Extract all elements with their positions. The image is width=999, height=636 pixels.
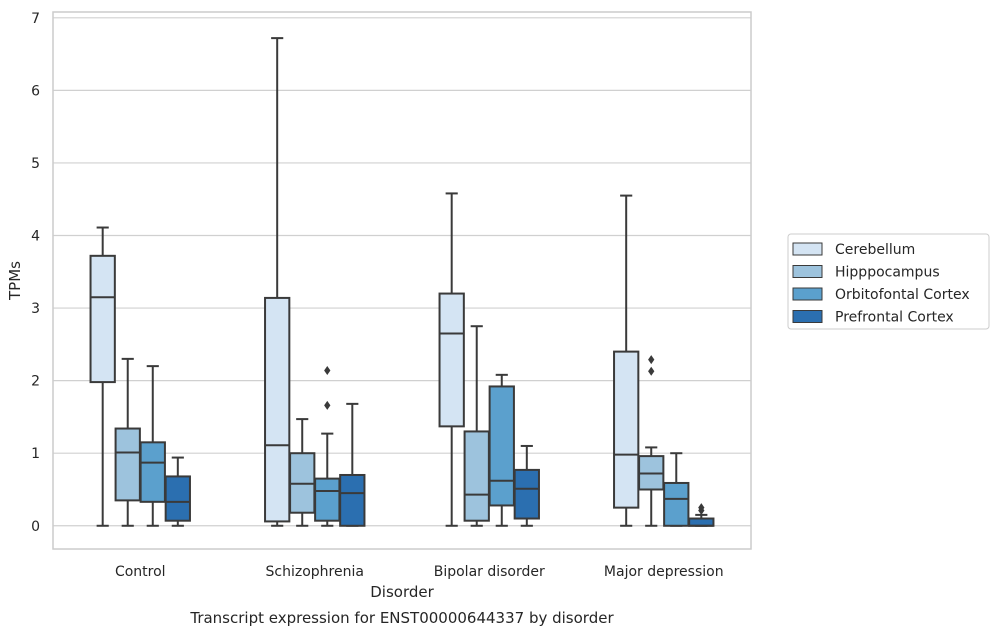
y-tick-label: 4	[31, 229, 40, 245]
outlier-point	[648, 366, 655, 376]
y-tick-label: 5	[31, 156, 40, 172]
outlier-point	[324, 400, 331, 410]
outlier-point	[648, 355, 655, 365]
chart-caption: Transcript expression for ENST0000064433…	[189, 609, 614, 627]
legend-item: Cerebellum	[792, 242, 915, 258]
y-tick-label: 6	[31, 83, 40, 99]
box	[114, 427, 141, 502]
box-hipppocampus	[289, 418, 316, 527]
y-tick-label: 2	[31, 374, 40, 390]
y-tick-label: 0	[31, 519, 40, 535]
x-tick-label: Schizophrenia	[266, 564, 364, 580]
grid-lines	[53, 17, 751, 527]
box	[314, 477, 341, 522]
legend-label: Orbitofontal Cortex	[835, 287, 970, 303]
box-cerebellum	[264, 37, 291, 527]
y-tick-label: 1	[31, 446, 40, 462]
box-prefrontal-cortex	[688, 503, 715, 527]
box	[613, 350, 640, 509]
box	[89, 254, 116, 384]
x-tick-label: Control	[115, 564, 166, 580]
legend-swatch	[792, 242, 823, 256]
outlier-point	[324, 365, 331, 375]
box-orbitofontal-cortex	[314, 365, 341, 527]
box-cerebellum	[89, 226, 116, 527]
legend-label: Hipppocampus	[835, 265, 940, 281]
y-tick-label: 3	[31, 301, 40, 317]
legend-frame	[787, 233, 990, 330]
legend-item: Prefrontal Cortex	[792, 310, 954, 326]
y-tick-label: 7	[31, 11, 40, 27]
x-axis-label: Disorder	[370, 583, 434, 601]
y-axis-label: TPMs	[6, 261, 24, 301]
box-cerebellum	[438, 192, 465, 527]
box-series	[89, 37, 715, 527]
x-tick-label: Major depression	[604, 564, 724, 580]
box-prefrontal-cortex	[339, 402, 366, 527]
box	[488, 385, 515, 507]
legend-swatch	[792, 265, 823, 278]
box-prefrontal-cortex	[164, 456, 191, 527]
box	[663, 481, 690, 527]
legend-label: Cerebellum	[835, 242, 915, 258]
legend: Cerebellum Hipppocampus Orbitofontal Corte…	[787, 233, 990, 330]
legend-swatch	[792, 310, 823, 323]
legend-label: Prefrontal Cortex	[835, 310, 954, 326]
box	[463, 430, 490, 522]
box	[438, 292, 465, 428]
box-cerebellum	[613, 194, 640, 527]
box-prefrontal-cortex	[513, 444, 540, 527]
box-orbitofontal-cortex	[488, 373, 515, 527]
box	[339, 473, 366, 527]
box	[513, 468, 540, 520]
x-tick-label: Bipolar disorder	[434, 564, 545, 580]
plot-frame	[52, 11, 752, 550]
box	[688, 517, 715, 527]
box	[139, 441, 166, 503]
outlier-point	[698, 503, 705, 513]
box-orbitofontal-cortex	[139, 365, 166, 527]
box-hipppocampus	[463, 325, 490, 527]
box-hipppocampus	[114, 357, 141, 527]
box	[264, 296, 291, 523]
legend-item: Orbitofontal Cortex	[792, 287, 970, 303]
y-tick-labels: 0 1 2 3 4 5 6 7	[31, 11, 40, 535]
box	[164, 475, 191, 522]
x-tick-labels: Control Schizophrenia Bipolar disorder Majo…	[115, 564, 724, 580]
legend-swatch	[792, 287, 823, 301]
box-orbitofontal-cortex	[663, 452, 690, 527]
legend-item: Hipppocampus	[792, 265, 940, 281]
box-hipppocampus	[638, 355, 665, 527]
